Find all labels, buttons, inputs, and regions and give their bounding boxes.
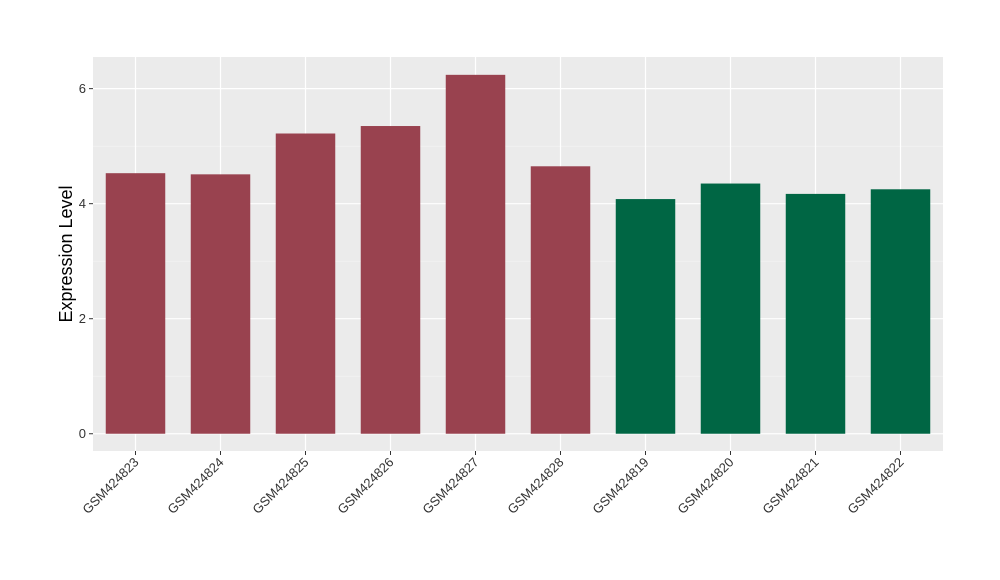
- bar-GSM424820: [700, 183, 761, 434]
- y-axis-title: Expression Level: [56, 185, 76, 322]
- bar-GSM424819: [615, 199, 676, 434]
- x-tick-label: GSM424825: [249, 455, 311, 517]
- x-axis: GSM424823 GSM424824 GSM424825 GSM424826 GSM4…: [79, 451, 907, 517]
- y-tick-label: 0: [79, 426, 86, 441]
- bar-GSM424828: [530, 166, 591, 434]
- y-tick-label: 6: [79, 81, 86, 96]
- bar-GSM424823: [105, 173, 166, 434]
- x-tick-label: GSM424821: [759, 455, 821, 517]
- x-tick-label: GSM424822: [844, 455, 906, 517]
- bar-GSM424827: [445, 74, 506, 434]
- x-tick-label: GSM424820: [674, 455, 736, 517]
- bar-GSM424824: [190, 174, 251, 434]
- bars: [105, 74, 931, 434]
- y-tick-label: 2: [79, 311, 86, 326]
- bar-GSM424822: [870, 189, 931, 434]
- bar-GSM424826: [360, 126, 421, 434]
- bar-GSM424821: [785, 193, 846, 434]
- x-tick-label: GSM424826: [334, 455, 396, 517]
- y-axis: 0 2 4 6: [79, 81, 93, 441]
- y-tick-label: 4: [79, 196, 86, 211]
- x-tick-label: GSM424823: [79, 455, 141, 517]
- bar-GSM424825: [275, 133, 336, 434]
- x-tick-label: GSM424828: [504, 455, 566, 517]
- x-tick-label: GSM424827: [419, 455, 481, 517]
- x-tick-label: GSM424819: [589, 455, 651, 517]
- x-tick-label: GSM424824: [164, 455, 226, 517]
